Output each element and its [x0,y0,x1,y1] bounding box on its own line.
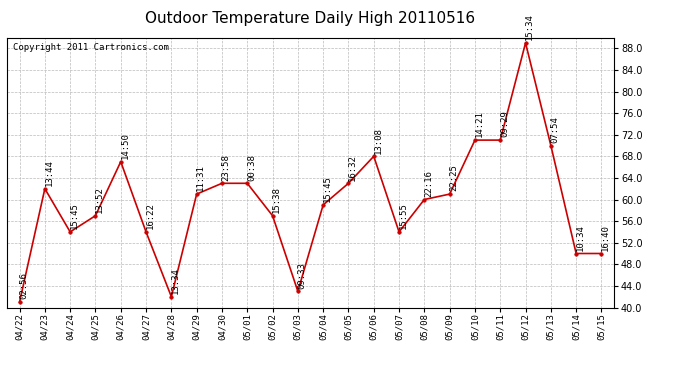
Text: 15:34: 15:34 [525,13,534,40]
Text: Copyright 2011 Cartronics.com: Copyright 2011 Cartronics.com [13,43,169,52]
Text: 00:38: 00:38 [247,154,256,180]
Text: 13:52: 13:52 [95,186,104,213]
Text: 14:21: 14:21 [475,111,484,137]
Text: 15:38: 15:38 [273,186,282,213]
Text: 23:58: 23:58 [221,154,230,180]
Text: 16:40: 16:40 [601,224,610,251]
Text: 09:29: 09:29 [500,111,509,137]
Text: 22:25: 22:25 [449,165,458,191]
Text: Outdoor Temperature Daily High 20110516: Outdoor Temperature Daily High 20110516 [146,11,475,26]
Text: 16:22: 16:22 [146,202,155,229]
Text: 22:16: 22:16 [424,170,433,197]
Text: 02:56: 02:56 [19,273,28,299]
Text: 09:33: 09:33 [297,262,306,288]
Text: 15:45: 15:45 [70,202,79,229]
Text: 15:45: 15:45 [323,175,332,202]
Text: 13:08: 13:08 [373,127,382,153]
Text: 16:32: 16:32 [348,154,357,180]
Text: 13:34: 13:34 [171,267,180,294]
Text: 07:54: 07:54 [551,116,560,143]
Text: 15:55: 15:55 [399,202,408,229]
Text: 10:34: 10:34 [576,224,585,251]
Text: 13:44: 13:44 [45,159,54,186]
Text: 14:50: 14:50 [121,132,130,159]
Text: 11:31: 11:31 [197,165,206,191]
